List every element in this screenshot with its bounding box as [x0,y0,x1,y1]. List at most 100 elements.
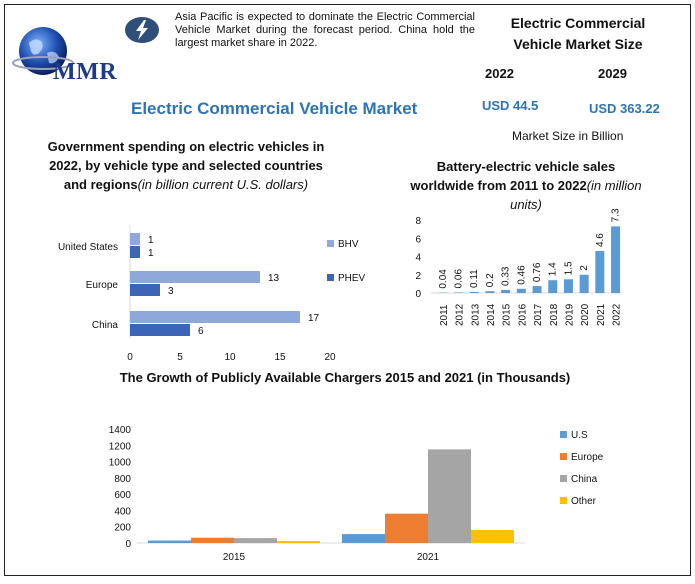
chart1-data-label: 6 [198,326,204,337]
chart2-category-label: 2015 [502,303,513,326]
chart3-tick-label: 1400 [109,425,132,436]
chart1-bar [130,311,300,323]
chart2-category-label: 2018 [549,303,560,326]
chart3-legend-swatch [560,431,567,438]
info-text: Asia Pacific is expected to dominate the… [175,11,475,50]
chart1-category-label: Europe [86,280,119,291]
chart2-data-label: 2 [579,265,590,271]
unit-label: Market Size in Billion [512,129,623,143]
chart2-category-label: 2013 [470,303,481,326]
chart1-data-label: 1 [148,248,154,259]
chart1-title: Government spending on electric vehicles… [41,137,331,194]
chart3-bar [234,538,277,543]
value-2029: USD 363.22 [589,101,660,116]
chart1-legend-swatch [327,240,334,247]
chart2-data-label: 0.04 [438,269,449,289]
value-2022: USD 44.5 [482,98,538,113]
chart2-tick-label: 8 [415,216,421,227]
chart2-data-label: 4.6 [595,233,606,247]
chart2-bar [564,279,573,293]
chart2-data-label: 0.06 [454,269,465,289]
chart2-data-label: 0.2 [485,273,496,287]
chart2-bar [517,289,526,293]
chart2-category-label: 2011 [439,304,450,326]
main-title: Electric Commercial Vehicle Market [131,99,417,119]
chart2-data-label: 7.3 [611,208,622,222]
chart1-title-unit: (in billion current U.S. dollars) [138,177,309,192]
chart2-category-label: 2014 [486,303,497,326]
chart1-data-label: 1 [148,235,154,246]
chart2-bar [595,251,604,293]
bev-sales-chart: 0 2 4 6 8 0.04 2011 0.06 2012 0.11 2013 0.2 2014 0.33… [395,200,645,330]
chart3-tick-label: 600 [114,490,131,501]
chart1-data-label: 3 [168,286,174,297]
chart2-data-label: 0.76 [532,262,543,282]
chart1-tick-label: 0 [127,352,133,363]
chart2-tick-label: 0 [415,289,421,300]
chart1-legend-swatch [327,274,334,281]
chart3-legend-swatch [560,497,567,504]
chart3-bar [471,530,514,543]
chart3-bar [428,449,471,543]
chart3-legend-label: Other [571,496,597,507]
lightning-icon [125,17,159,43]
chart2-bar [485,291,494,293]
chart2-bar [533,286,542,293]
chart1-tick-label: 15 [274,352,286,363]
chart3-legend-label: Europe [571,452,604,463]
chart3-legend-label: China [571,474,598,485]
chart2-tick-label: 4 [415,253,421,264]
chart1-tick-label: 10 [224,352,236,363]
chart3-category-label: 2015 [223,552,246,563]
chart2-category-label: 2017 [533,303,544,326]
chart3-legend-swatch [560,475,567,482]
chart2-category-label: 2016 [517,303,528,326]
chart3-legend-label: U.S [571,430,588,441]
chart1-bar [130,271,260,283]
chart2-bar [548,280,557,293]
chart2-data-label: 0.33 [501,266,512,286]
chart1-bar [130,324,190,336]
year-2022: 2022 [485,66,514,81]
chart3-tick-label: 1000 [109,458,132,469]
chart1-data-label: 17 [308,313,320,324]
market-size-title-line1: Electric Commercial [483,13,673,34]
chart1-legend-label: PHEV [338,273,365,284]
chart1-data-label: 13 [268,273,280,284]
chart2-bar [611,226,620,293]
chart3-title: The Growth of Publicly Available Charger… [45,368,645,387]
chart3-tick-label: 800 [114,474,131,485]
chart2-tick-label: 6 [415,234,421,245]
chart3-bar [277,541,320,543]
chart2-category-label: 2020 [580,303,591,326]
chart2-tick-label: 2 [415,271,421,282]
chart2-data-label: 0.11 [469,269,480,288]
chart1-category-label: China [92,320,119,331]
chart2-category-label: 2019 [564,303,575,326]
chart3-bar [342,534,385,543]
chart2-bar [454,292,463,293]
chart1-legend-label: BHV [338,239,359,250]
chart3-bar [385,514,428,543]
market-size-title: Electric Commercial Vehicle Market Size [483,13,673,55]
chart1-tick-label: 20 [324,352,336,363]
chart2-category-label: 2022 [612,303,623,326]
chart2-bar [580,275,589,293]
chart3-bar [191,538,234,543]
chart3-tick-label: 0 [125,539,131,550]
government-spending-chart: United States 1 1 Europe 13 3 China 17 6 0 5 10 15 20… [35,223,365,363]
chart2-bar [470,292,479,293]
market-size-title-line2: Vehicle Market Size [483,34,673,55]
chart2-bar [501,290,510,293]
chart1-category-label: United States [58,242,118,253]
chart3-tick-label: 400 [114,506,131,517]
chart1-tick-label: 5 [177,352,183,363]
chart3-legend-swatch [560,453,567,460]
chart2-category-label: 2012 [455,303,466,326]
chart2-category-label: 2021 [596,303,607,326]
chart2-title-text: Battery-electric vehicle sales worldwide… [410,159,615,193]
infographic: MMR Asia Pacific is expected to dominate… [4,4,691,576]
chart3-bar [148,541,191,543]
chart1-bar [130,284,160,296]
